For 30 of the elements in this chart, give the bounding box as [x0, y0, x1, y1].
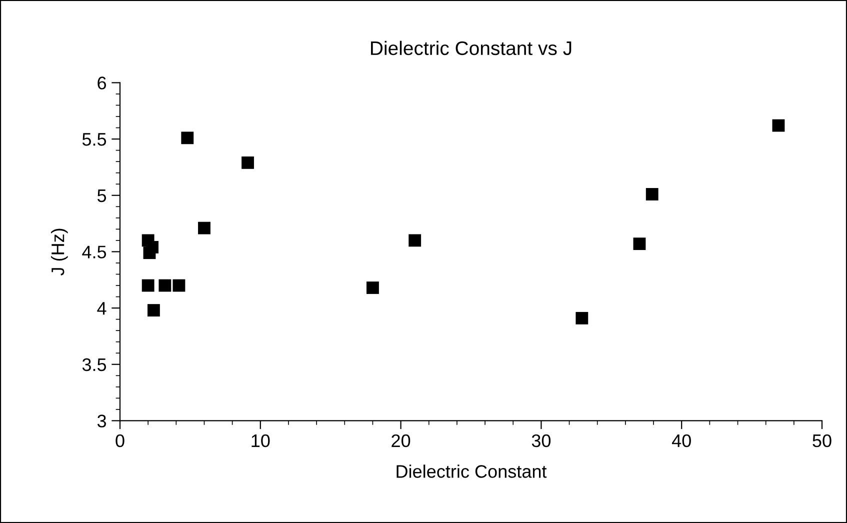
- point: [408, 234, 422, 247]
- x-tick-label: 0: [116, 434, 124, 448]
- point: [147, 304, 160, 316]
- point: [576, 312, 588, 324]
- x-axis-title: Dielectric Constant: [396, 464, 547, 478]
- point: [646, 188, 658, 200]
- x-tick-label: 20: [392, 434, 410, 448]
- point: [772, 119, 785, 132]
- point: [181, 132, 194, 144]
- point: [366, 282, 379, 294]
- y-axis-title: J (Hz): [50, 228, 68, 276]
- y-tick-label: 3.5: [82, 358, 106, 372]
- x-tick-label: 50: [812, 434, 832, 448]
- x-tick-label: 30: [532, 434, 551, 448]
- point: [158, 279, 172, 292]
- point: [198, 222, 210, 234]
- point: [172, 279, 186, 292]
- y-tick-label: 4.5: [82, 246, 106, 258]
- y-tick-label: 4: [97, 302, 106, 315]
- point: [142, 279, 154, 292]
- y-tick-label: 5.5: [82, 133, 106, 146]
- x-tick-label: 40: [672, 434, 691, 448]
- x-tick-label: 10: [252, 434, 270, 448]
- y-tick-label: 6: [98, 76, 106, 90]
- point: [242, 156, 254, 169]
- point: [143, 246, 156, 260]
- chart-title: Dielectric Constant vs J: [371, 40, 572, 56]
- point: [633, 238, 646, 250]
- y-tick-label: 3: [97, 414, 106, 428]
- y-tick-label: 5: [97, 189, 106, 202]
